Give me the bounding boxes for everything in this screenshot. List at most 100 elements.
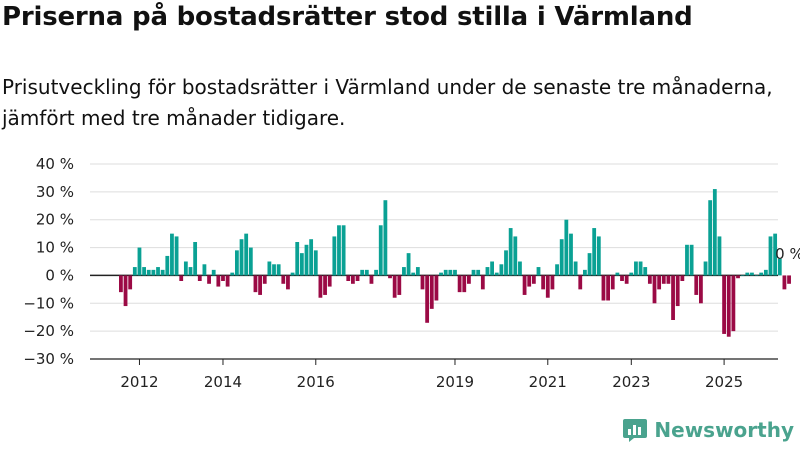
x-tick-label: 2021	[529, 373, 567, 391]
bar	[453, 269, 457, 276]
last-value-label: 0 %	[775, 245, 800, 263]
x-tick-label: 2016	[297, 373, 335, 391]
bar	[513, 236, 518, 276]
bar	[281, 275, 286, 284]
bar	[508, 228, 513, 276]
bar	[777, 258, 782, 276]
bar-series	[119, 189, 791, 337]
bar	[230, 272, 235, 276]
bar	[490, 261, 494, 276]
bar	[276, 264, 281, 276]
bar	[415, 267, 420, 276]
bar	[374, 269, 378, 276]
bar	[471, 269, 476, 276]
x-tick-label: 2012	[120, 373, 158, 391]
y-axis-ticks: 40 % 30 % 20 % 10 % 0 % −10 % −20 % −30 %	[23, 155, 74, 368]
bar	[193, 242, 198, 276]
bar	[397, 275, 402, 295]
bar	[299, 253, 304, 276]
bar	[740, 275, 745, 277]
bar	[476, 269, 481, 276]
bar	[712, 189, 717, 276]
chart-title: Priserna på bostadsrätter stod stilla i …	[2, 2, 693, 32]
bar	[578, 275, 583, 290]
bar	[188, 267, 193, 276]
bar	[290, 272, 295, 276]
bar	[467, 275, 471, 284]
bar	[221, 275, 225, 281]
bar	[601, 275, 606, 301]
bar	[620, 275, 624, 281]
bar	[485, 267, 490, 276]
x-tick-label: 2025	[705, 373, 743, 391]
x-tick-label: 2023	[612, 373, 650, 391]
bar	[142, 267, 146, 276]
y-tick-label: 20 %	[36, 211, 74, 229]
bar	[253, 275, 258, 293]
bar	[661, 275, 666, 284]
bar	[262, 275, 267, 284]
bar	[531, 275, 536, 284]
bar	[132, 267, 137, 276]
bar	[360, 269, 365, 276]
bar	[587, 253, 592, 276]
bar	[406, 253, 411, 276]
bar	[429, 275, 434, 309]
bar	[787, 275, 791, 284]
bar	[666, 275, 671, 284]
bar	[235, 250, 239, 276]
bar	[388, 275, 392, 279]
bar	[151, 269, 156, 276]
bar	[392, 275, 397, 298]
bar	[248, 247, 253, 276]
bar	[174, 236, 179, 276]
bar	[165, 255, 170, 276]
bar	[216, 275, 221, 287]
bar	[313, 250, 318, 276]
bar	[411, 272, 416, 276]
bar	[499, 264, 504, 276]
bar	[647, 275, 652, 284]
x-tick-label: 2014	[204, 373, 242, 391]
bar	[123, 275, 128, 307]
bar	[694, 275, 699, 295]
bar	[555, 264, 559, 276]
bar	[179, 275, 184, 281]
bar	[569, 233, 573, 276]
bar	[638, 261, 643, 276]
bar	[425, 275, 430, 323]
bar	[522, 275, 527, 295]
bar	[703, 261, 708, 276]
bar	[327, 275, 332, 287]
bar	[258, 275, 262, 295]
bar	[420, 275, 425, 290]
bar	[759, 272, 764, 276]
bar	[689, 244, 694, 276]
bar	[323, 275, 327, 295]
bar	[629, 272, 634, 276]
brand-logo: Newsworthy	[622, 417, 794, 443]
bar	[680, 275, 685, 281]
bar	[225, 275, 230, 287]
bar	[369, 275, 374, 284]
bar	[295, 242, 300, 276]
bar	[699, 275, 703, 304]
bar	[402, 267, 406, 276]
newsworthy-logo-icon	[623, 419, 648, 442]
chart-subtitle: Prisutveckling för bostadsrätter i Värml…	[2, 75, 773, 130]
bar	[564, 219, 569, 276]
bar	[332, 236, 337, 276]
bar	[146, 269, 151, 276]
bar	[119, 275, 123, 293]
bar	[304, 244, 309, 276]
bar	[518, 261, 522, 276]
y-tick-label: 40 %	[36, 155, 74, 173]
bar	[137, 247, 142, 276]
bar	[541, 275, 546, 290]
bar	[643, 267, 648, 276]
bar	[782, 275, 787, 290]
bar	[615, 272, 620, 276]
bar	[559, 239, 564, 276]
bar	[736, 275, 740, 279]
